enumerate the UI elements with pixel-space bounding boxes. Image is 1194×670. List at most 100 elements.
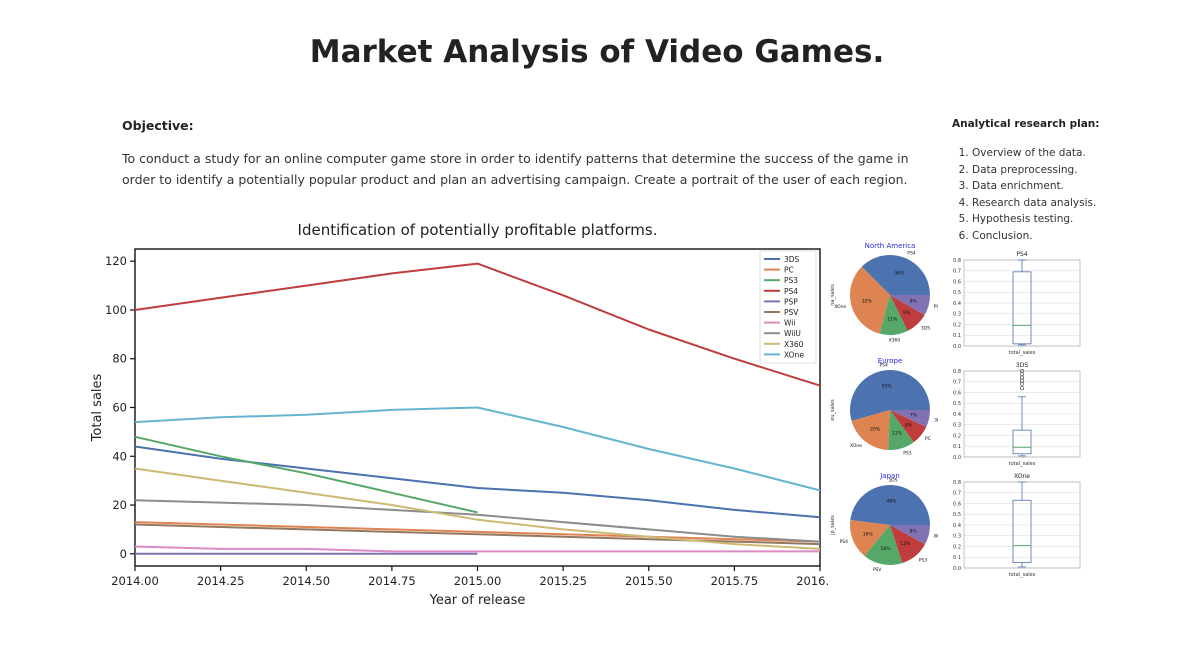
- series-line-ps3: [134, 435, 478, 514]
- platform-boxplots: PS4 0.0 0.1 0.2 0.3 0.4 0.5 0.6 0.7 0.8 total_sale…: [953, 251, 1081, 578]
- x-tick-label: 2014.00: [111, 574, 159, 588]
- box-y-tick-label: 0.3: [953, 312, 961, 318]
- pie-percent-label: 20%: [870, 426, 881, 432]
- pie-percent-label: 16%: [863, 531, 874, 537]
- y-tick-label: 120: [105, 254, 127, 268]
- pie-percent-label: 55%: [882, 384, 893, 390]
- box-y-tick-label: 0.4: [953, 523, 961, 529]
- box-y-tick-label: 0.2: [953, 433, 961, 439]
- box-y-tick-label: 0.0: [953, 344, 961, 350]
- pie-title: Japan: [879, 472, 900, 480]
- box-y-tick-label: 0.0: [953, 455, 961, 461]
- box-y-tick-label: 0.0: [953, 566, 961, 572]
- pie-percent-label: 11%: [892, 431, 903, 437]
- y-tick-label: 60: [112, 401, 127, 415]
- box-y-tick-label: 0.3: [953, 423, 961, 429]
- pie-slice-label: XOne: [850, 443, 862, 449]
- line-chart-title: Identification of potentially profitable…: [298, 221, 658, 239]
- pie-percent-label: 9%: [903, 310, 911, 316]
- boxplot-title: PS4: [1016, 251, 1027, 258]
- pie-slice-label: XOne: [834, 304, 846, 310]
- x-tick-label: 2014.75: [368, 574, 416, 588]
- y-tick-label: 20: [112, 498, 127, 512]
- box-y-tick-label: 0.8: [953, 369, 961, 375]
- pie-slice-label: PS4: [840, 539, 849, 545]
- pie-slice-label: PS3: [903, 451, 912, 457]
- boxplot-title: 3DS: [1016, 362, 1028, 369]
- box-y-tick-label: 0.6: [953, 501, 961, 507]
- series-line-wiiu: [134, 499, 821, 543]
- pie-slice-label: 3DS: [921, 326, 930, 332]
- pie-slice-label: 3DS: [934, 417, 938, 423]
- pie-slice-label: PS4: [879, 363, 888, 369]
- pie-percent-label: 8%: [910, 529, 918, 535]
- pie-ylabel: na_sales: [830, 284, 836, 306]
- box-y-tick-label: 0.7: [953, 491, 961, 497]
- box-y-tick-label: 0.1: [953, 444, 961, 450]
- pie-percent-label: 32%: [862, 299, 873, 305]
- box-outlier: [1020, 386, 1024, 391]
- pie-slice-ps3: [888, 410, 914, 451]
- pie-percent-label: 16%: [880, 546, 891, 552]
- pie-slice-psv: [864, 525, 903, 565]
- plan-item: Research data analysis.: [972, 195, 1096, 212]
- box-y-tick-label: 0.7: [953, 269, 961, 275]
- pie-slice-label: PS4: [907, 251, 916, 257]
- pie-slice-label: PS3: [934, 304, 938, 310]
- pie-title: Europe: [878, 357, 903, 365]
- x-tick-label: 2015.75: [711, 574, 759, 588]
- series-line-xone: [134, 406, 821, 492]
- pie-slice-x360: [879, 295, 908, 335]
- pie-percent-label: 8%: [910, 299, 918, 305]
- box-y-tick-label: 0.4: [953, 301, 961, 307]
- y-tick-label: 40: [112, 449, 127, 463]
- legend-entry: XOne: [784, 350, 804, 359]
- box-outlier: [1020, 369, 1024, 373]
- pie-slice-label: PSV: [873, 567, 883, 573]
- box-iqr: [1012, 271, 1032, 345]
- boxplot-title: XOne: [1014, 473, 1030, 480]
- x-tick-label: 2014.50: [282, 574, 330, 588]
- pie-slice-ps4: [850, 519, 890, 556]
- sales-line-chart: Identification of potentially profitable…: [90, 221, 830, 608]
- pie-percent-label: 11%: [887, 316, 898, 322]
- pie-slice-3ds: [890, 410, 930, 427]
- pie-percent-label: 36%: [894, 270, 905, 276]
- pie-title: North America: [865, 242, 916, 250]
- legend-entry: PSP: [784, 297, 798, 306]
- plan-item: Overview of the data.: [972, 145, 1096, 162]
- box-x-label: total_sales: [1009, 572, 1036, 578]
- box-y-tick-label: 0.1: [953, 555, 961, 561]
- pie-slice-ps4: [861, 255, 930, 295]
- pie-ylabel: jp_sales: [830, 515, 836, 536]
- box-y-tick-label: 0.1: [953, 333, 961, 339]
- plan-heading: Analytical research plan:: [952, 118, 1100, 130]
- x-tick-label: 2015.25: [539, 574, 587, 588]
- box-x-label: total_sales: [1009, 461, 1036, 467]
- pie-slice-wiiu: [890, 525, 930, 545]
- plan-item: Data preprocessing.: [972, 162, 1096, 179]
- pie-percent-label: 7%: [910, 413, 918, 419]
- pie-percent-label: 8%: [905, 423, 913, 429]
- y-tick-label: 80: [112, 352, 127, 366]
- boxplot-frame: [963, 370, 1081, 458]
- box-y-tick-label: 0.3: [953, 534, 961, 540]
- pie-slice-3ds: [890, 295, 925, 331]
- plan-item: Hypothesis testing.: [972, 211, 1096, 228]
- box-x-label: total_sales: [1009, 350, 1036, 356]
- series-line-ps4: [134, 262, 821, 387]
- regional-pie-charts: North America na_sales 36% PS4 32% XOne 11% X36…: [830, 242, 938, 573]
- x-axis-label: Year of release: [429, 593, 526, 608]
- pie-slice-ps3: [890, 295, 930, 315]
- legend-entry: 3DS: [784, 255, 800, 264]
- legend-entry: PC: [784, 266, 794, 275]
- legend-entry: WiiU: [784, 329, 801, 338]
- box-y-tick-label: 0.5: [953, 290, 961, 296]
- page-title: Market Analysis of Video Games.: [309, 34, 885, 70]
- pie-slice-label: 3DS: [888, 477, 897, 483]
- box-y-tick-label: 0.5: [953, 512, 961, 518]
- y-tick-label: 0: [120, 547, 127, 561]
- box-y-tick-label: 0.8: [953, 480, 961, 486]
- pie-percent-label: 48%: [886, 499, 897, 505]
- pie-slice-xone: [851, 410, 890, 450]
